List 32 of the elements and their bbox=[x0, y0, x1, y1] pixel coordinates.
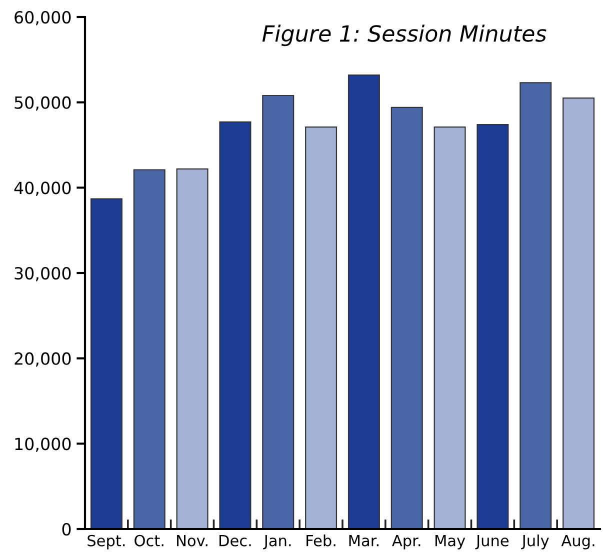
bar bbox=[176, 168, 208, 529]
bar bbox=[390, 106, 423, 529]
y-tick-label: 10,000 bbox=[15, 438, 71, 452]
x-tick-label: Dec. bbox=[219, 535, 251, 546]
bar bbox=[262, 94, 294, 529]
bar bbox=[520, 82, 552, 529]
x-tick-label: May bbox=[435, 535, 466, 550]
x-tick-label: July bbox=[521, 534, 549, 550]
y-tick-label: 40,000 bbox=[14, 182, 71, 196]
y-tick-label: 0 bbox=[62, 522, 71, 536]
x-tick-label: Aug. bbox=[561, 535, 594, 550]
bar bbox=[90, 198, 122, 529]
x-tick-label: Jan. bbox=[263, 535, 291, 550]
x-tick-label: June bbox=[475, 535, 509, 550]
x-tick-label: Sept. bbox=[88, 534, 125, 550]
bar bbox=[133, 169, 166, 529]
x-tick-label: Oct. bbox=[134, 534, 164, 546]
bar bbox=[476, 124, 509, 529]
bar bbox=[348, 74, 380, 529]
x-tick-label: Mar. bbox=[349, 535, 378, 546]
x-tick-label: Apr. bbox=[392, 535, 420, 550]
x-tick-label: Feb. bbox=[306, 534, 336, 546]
y-tick-label: 60,000 bbox=[14, 10, 71, 26]
x-tick-label: Nov. bbox=[177, 535, 208, 546]
bar bbox=[434, 126, 466, 529]
chart-title: Figure 1: Session Minutes bbox=[262, 24, 546, 46]
bar bbox=[219, 121, 252, 529]
bar bbox=[305, 126, 338, 529]
y-tick-label: 30,000 bbox=[14, 266, 71, 282]
y-tick-label: 50,000 bbox=[14, 96, 71, 111]
y-tick-label: 20,000 bbox=[14, 352, 71, 367]
bar bbox=[562, 98, 595, 529]
